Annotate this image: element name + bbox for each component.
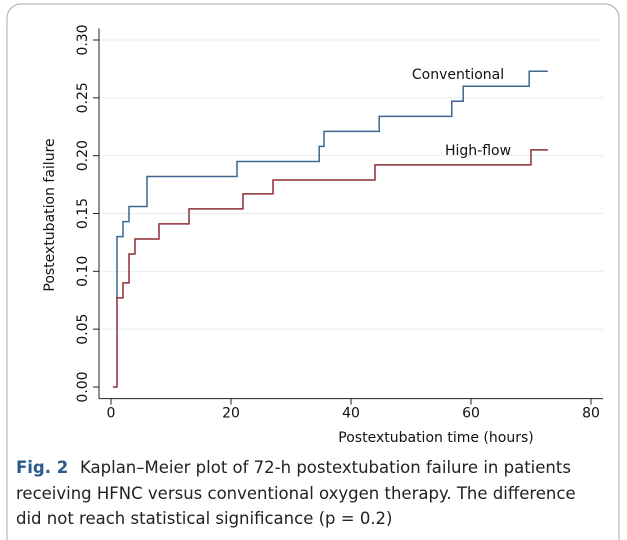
series-label: Conventional xyxy=(412,67,504,83)
x-tick-label: 0 xyxy=(107,406,116,422)
km-curve xyxy=(116,70,548,298)
x-tick-label: 20 xyxy=(222,406,240,422)
y-tick-label: 0.20 xyxy=(75,140,91,171)
caption-line: receiving HFNC versus conventional oxyge… xyxy=(16,484,576,503)
caption-line: Kaplan–Meier plot of 72-h postextubation… xyxy=(80,458,571,477)
x-tick-label: 40 xyxy=(342,406,360,422)
y-tick-label: 0.10 xyxy=(75,256,91,287)
y-tick-label: 0.30 xyxy=(75,24,91,55)
y-tick-label: 0.25 xyxy=(75,82,91,113)
x-tick-label: 80 xyxy=(582,406,600,422)
caption-line: did not reach statistical significance (… xyxy=(16,509,393,528)
y-tick-label: 0.00 xyxy=(75,371,91,402)
x-axis-label: Postextubation time (hours) xyxy=(338,430,533,446)
y-axis-label: Postextubation failure xyxy=(42,138,58,291)
series-label: High-flow xyxy=(445,143,511,159)
km-curve xyxy=(112,149,548,388)
figure-frame xyxy=(6,3,620,540)
caption-label: Fig. 2 xyxy=(16,458,68,477)
x-tick-label: 60 xyxy=(462,406,480,422)
y-tick-label: 0.05 xyxy=(75,314,91,345)
y-tick-label: 0.15 xyxy=(75,198,91,229)
